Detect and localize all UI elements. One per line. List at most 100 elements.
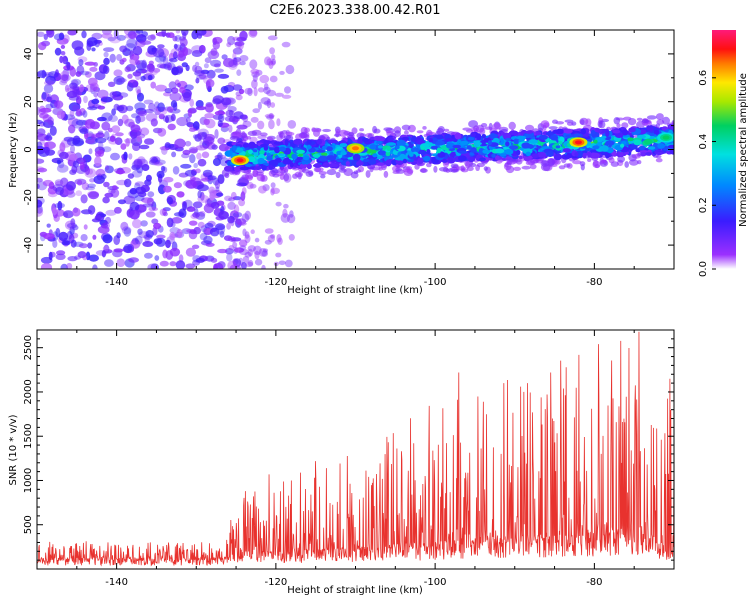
spectrogram-cell	[499, 138, 505, 146]
spectrogram-cell	[237, 221, 247, 226]
spectrogram-cell	[279, 70, 285, 75]
snr-series-line	[37, 331, 674, 567]
spectrogram-cell	[422, 126, 427, 130]
spectrogram-cell	[565, 134, 574, 138]
spectrogram-cell	[282, 208, 288, 218]
spectrogram-cell	[125, 138, 130, 147]
spectrogram-cell	[183, 91, 192, 102]
spectrogram-cell	[160, 165, 166, 172]
spectrogram-cell	[59, 151, 69, 159]
spectrogram-cell	[164, 88, 173, 94]
spectrogram-cell	[264, 239, 272, 245]
spectrogram-cell	[263, 100, 271, 106]
spectrogram-cell	[211, 144, 218, 150]
spectrogram-cell	[87, 205, 96, 215]
spectrogram-cell	[85, 83, 98, 93]
spectrogram-cell	[249, 183, 257, 189]
spectrogram-cell	[235, 91, 242, 97]
spectrogram-cell	[54, 47, 62, 56]
spectrogram-cell	[231, 141, 237, 146]
spectrogram-cell	[192, 255, 201, 263]
spectrogram-cell	[226, 222, 232, 230]
spectrogram-cell	[248, 30, 258, 38]
spectrogram-cell	[227, 35, 236, 46]
spectrogram-cell	[540, 120, 550, 129]
spectrogram-cell	[135, 85, 141, 94]
spectrogram-cell	[535, 131, 541, 136]
spectrogram-cell	[530, 163, 537, 170]
spectrogram-cell	[318, 171, 327, 176]
spectrogram-cell	[385, 151, 391, 157]
spectrogram-cell	[37, 177, 43, 183]
spectrogram-cell	[179, 87, 186, 94]
spectrogram-cell	[102, 65, 110, 75]
spectrogram-cell	[130, 240, 139, 246]
spectrogram-cell	[139, 40, 152, 45]
spectrogram-cell	[212, 41, 220, 50]
spectrogram-cell	[566, 121, 574, 126]
spectrogram-cell	[162, 249, 168, 259]
spectrogram-cell	[244, 87, 253, 95]
spectrogram-cell	[113, 75, 125, 85]
spectrogram-cell	[163, 185, 172, 193]
spectrogram-cell	[267, 35, 278, 41]
spectrogram-cell	[94, 156, 102, 167]
spectrogram-cell	[223, 58, 235, 68]
spectrogram-cell	[54, 179, 64, 186]
spectrogram-cell	[39, 107, 52, 113]
spectrogram-cell	[239, 61, 246, 66]
spectrogram-cell	[70, 144, 75, 154]
spectrogram-cell	[261, 175, 268, 182]
spectrogram-cell	[136, 135, 142, 143]
spectrogram-cell	[449, 152, 456, 157]
spectrogram-cell	[37, 207, 44, 217]
spectrogram-cell	[303, 155, 310, 161]
spectrogram-cell	[336, 159, 344, 163]
spectrogram-cell	[93, 91, 98, 98]
spectrogram-cell	[88, 254, 99, 262]
spectrogram-cell	[116, 232, 121, 239]
snr-x-tick-label: -80	[586, 577, 602, 588]
spectrogram-cell	[113, 248, 124, 253]
spectrogram-cell	[339, 143, 348, 148]
spectrogram-cell	[443, 128, 450, 132]
spectrogram-cell	[141, 69, 147, 74]
spectrogram-cell	[101, 121, 111, 131]
spectrogram-cell	[667, 144, 674, 149]
spectrogram-cell	[138, 144, 150, 150]
spectrogram-cell	[269, 47, 275, 55]
spectrogram-cell	[392, 170, 400, 174]
spectrogram-cell	[289, 162, 294, 168]
spectrogram-cell	[37, 119, 44, 125]
spectrogram-cell	[247, 156, 256, 163]
spectrogram-cell	[266, 98, 272, 109]
spectrogram-cell	[390, 154, 399, 158]
spectrogram-cell	[197, 158, 207, 167]
spectrogram-cell	[124, 66, 131, 73]
spectrogram-cell	[521, 165, 531, 170]
spectrogram-cell	[246, 174, 254, 181]
spectrogram-cell	[130, 124, 141, 133]
spectrogram-cell	[264, 56, 272, 66]
spectrogram-cell	[109, 53, 116, 63]
snr-x-axis-label: Height of straight line (km)	[287, 585, 423, 596]
spectrogram-cell	[343, 168, 354, 177]
spectrogram-cell	[600, 159, 607, 164]
spectrogram-cell	[146, 63, 155, 72]
spectrogram-cell	[253, 245, 262, 255]
spectrogram-cell	[595, 128, 603, 133]
spectrogram-cell	[261, 250, 269, 257]
spectrogram-cell	[255, 69, 263, 76]
spectrogram-cell	[193, 121, 200, 131]
spectrogram-cell	[227, 216, 234, 224]
spectrogram-cell	[148, 206, 158, 212]
spectrogram-cell	[70, 239, 77, 248]
spectrogram-cell	[148, 102, 156, 111]
spectrogram-cell	[656, 113, 664, 121]
spectrogram-cell	[209, 192, 215, 201]
spectrogram-cell	[97, 225, 110, 234]
spectrogram-cell	[416, 130, 424, 134]
spectrogram-cell	[69, 66, 76, 77]
spectrogram-cell	[628, 127, 636, 133]
spectrogram-cell	[614, 132, 624, 138]
